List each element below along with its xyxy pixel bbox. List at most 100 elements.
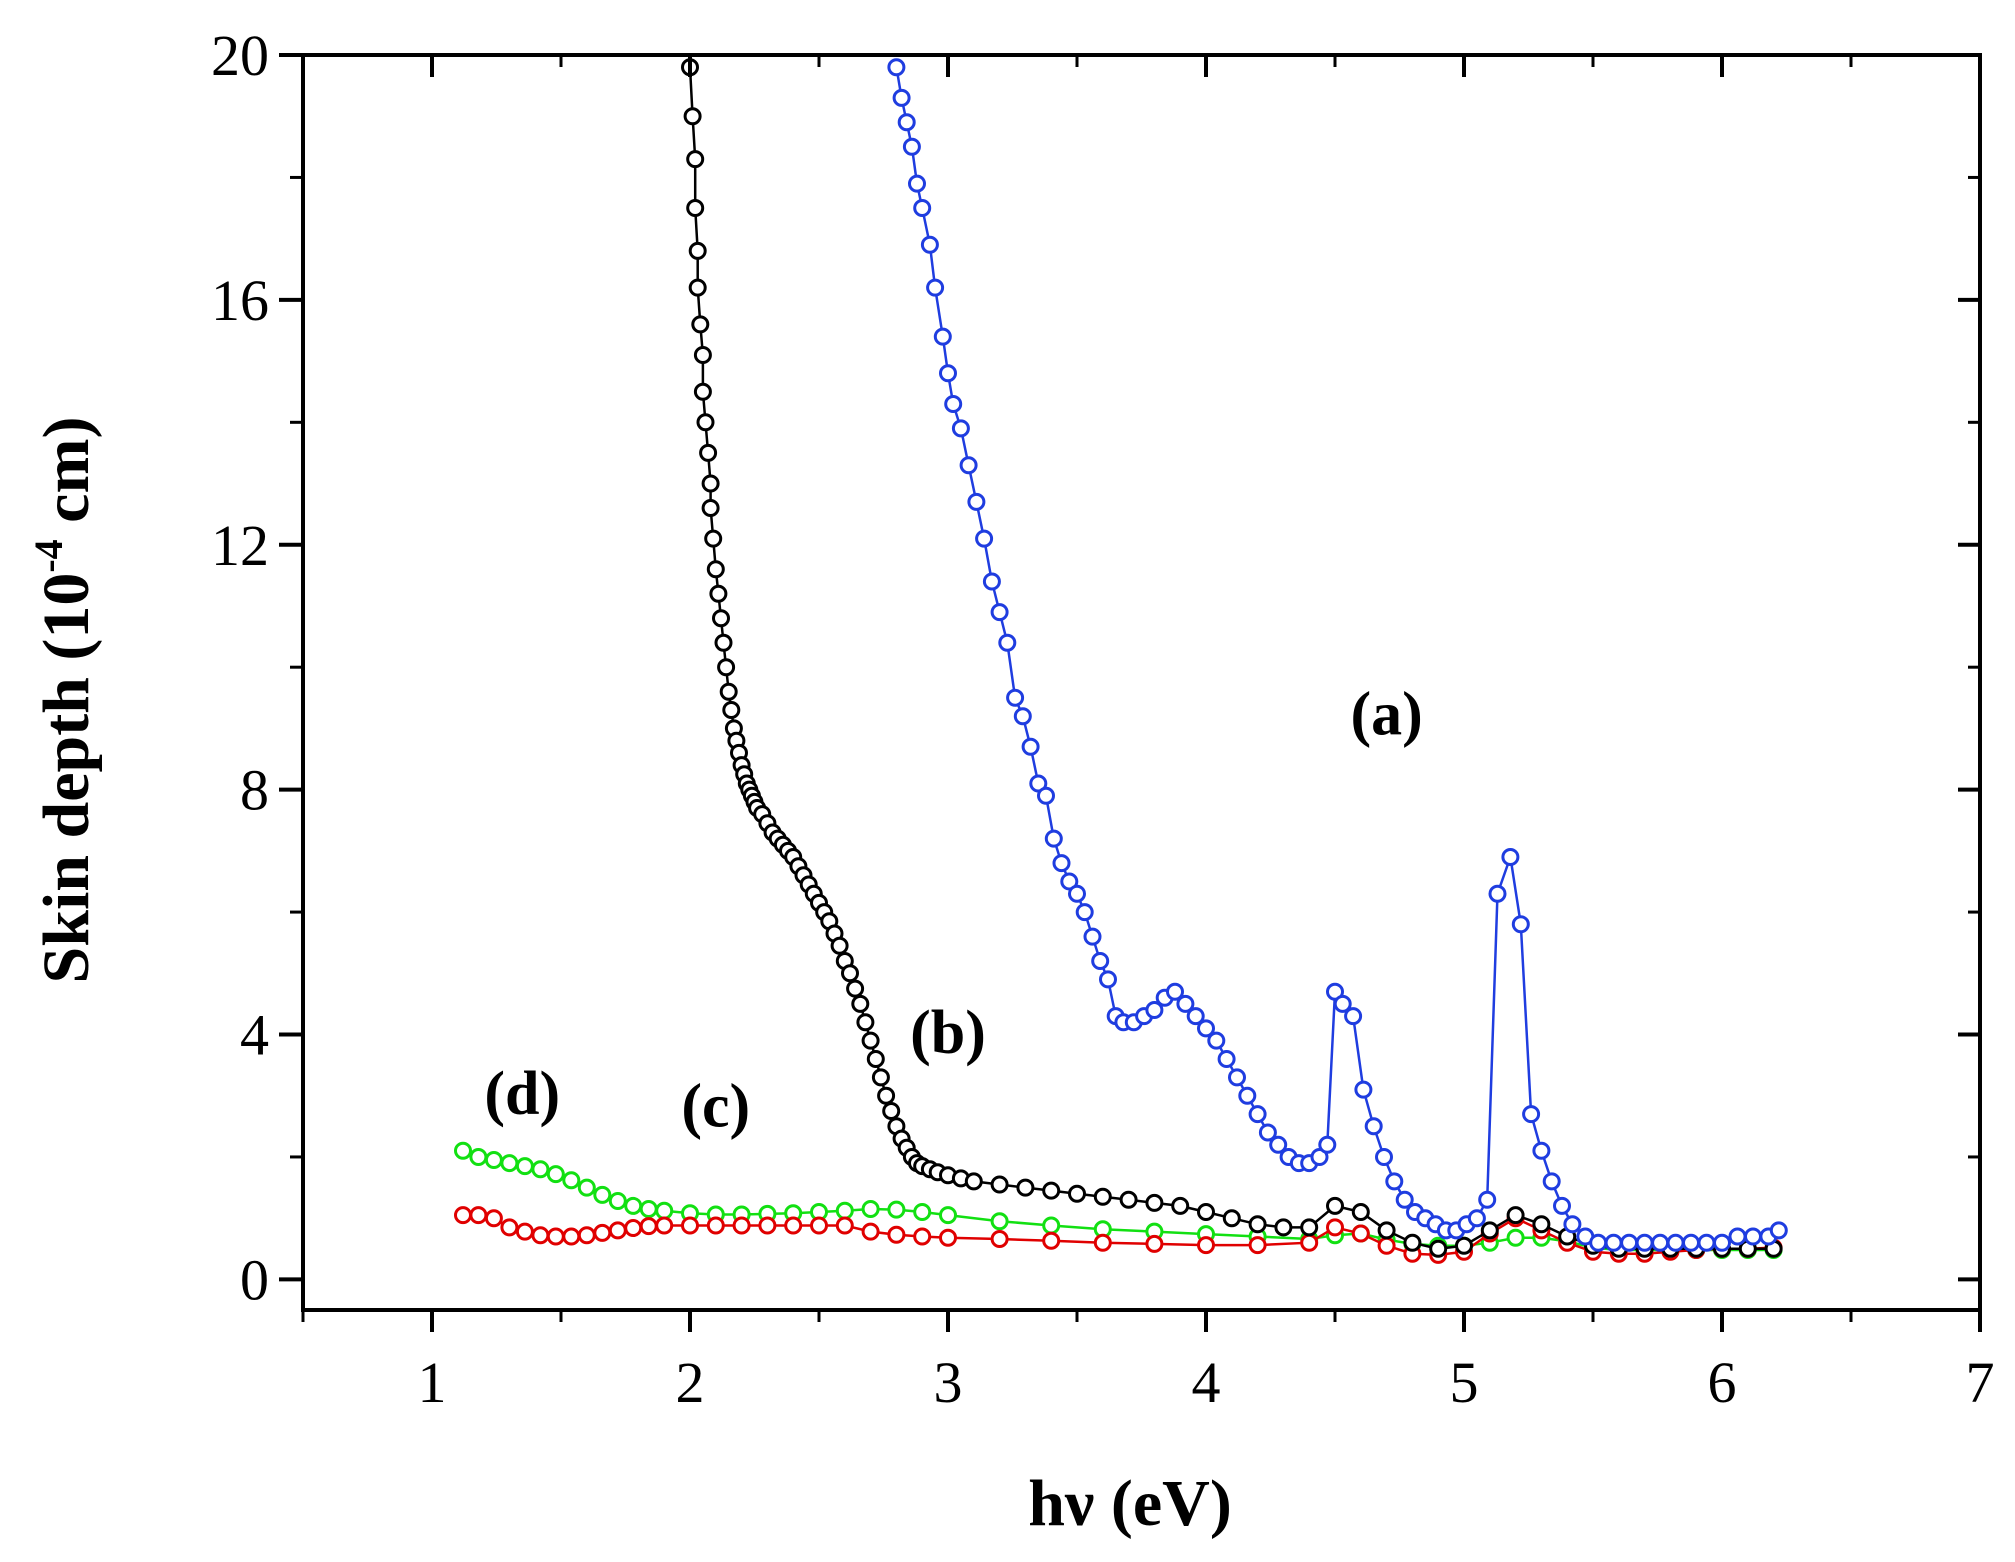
data-point — [1269, 1135, 1288, 1154]
data-point — [758, 1216, 777, 1235]
data-point — [1377, 1236, 1396, 1255]
x-tick-label: 5 — [1450, 1350, 1479, 1415]
data-point — [624, 1219, 643, 1237]
data-point — [546, 1227, 565, 1246]
data-point — [939, 364, 957, 383]
data-point — [1501, 848, 1520, 866]
data-point — [1176, 994, 1195, 1013]
data-point — [1310, 1148, 1329, 1166]
data-point — [1217, 1050, 1236, 1068]
data-point — [1093, 1187, 1112, 1206]
data-point — [1197, 1203, 1215, 1221]
data-point — [1563, 1215, 1582, 1234]
data-point — [1093, 1233, 1112, 1252]
data-point — [1375, 1148, 1393, 1166]
data-point — [562, 1227, 581, 1246]
x-tick-label: 6 — [1708, 1350, 1737, 1415]
data-point — [1075, 903, 1094, 922]
data-point — [908, 174, 926, 193]
data-point — [1318, 1135, 1337, 1154]
data-point — [861, 1031, 880, 1050]
data-point — [1042, 1181, 1061, 1200]
data-point — [1042, 1216, 1061, 1235]
data-point — [887, 1200, 906, 1219]
data-point — [577, 1178, 596, 1197]
data-point — [887, 58, 906, 77]
data-point — [1478, 1190, 1497, 1209]
data-point — [1021, 737, 1040, 756]
series-label: (b) — [910, 999, 986, 1067]
x-tick-label: 1 — [418, 1350, 447, 1415]
data-point — [1635, 1233, 1654, 1252]
data-point — [835, 1216, 854, 1235]
data-point — [709, 584, 728, 603]
data-point — [639, 1217, 658, 1236]
data-point — [1145, 1001, 1164, 1019]
data-point — [975, 529, 994, 548]
data-point — [1186, 1007, 1205, 1026]
data-point — [688, 241, 707, 260]
data-point — [1171, 1196, 1190, 1215]
data-point — [1013, 707, 1032, 726]
data-point — [1228, 1068, 1246, 1087]
data-point — [897, 113, 916, 132]
data-point — [1429, 1239, 1448, 1258]
data-point — [1222, 1209, 1241, 1228]
data-point — [851, 994, 870, 1013]
data-point — [688, 278, 707, 297]
data-point — [693, 346, 712, 364]
data-point — [784, 1216, 803, 1235]
data-point — [515, 1222, 534, 1241]
data-point — [1083, 927, 1102, 946]
data-point — [593, 1185, 612, 1204]
data-point — [624, 1196, 643, 1215]
data-point — [1351, 1224, 1370, 1243]
data-point — [1344, 1007, 1363, 1026]
data-point — [1068, 884, 1086, 903]
data-point — [1385, 1172, 1404, 1191]
series-2 — [454, 1206, 1783, 1264]
data-point — [830, 936, 849, 955]
data-point — [500, 1218, 519, 1237]
data-point — [1068, 1184, 1086, 1203]
y-tick-label: 8 — [240, 758, 269, 823]
data-point — [1037, 786, 1055, 805]
data-point — [861, 1200, 880, 1218]
data-point — [861, 1222, 880, 1241]
data-point — [699, 443, 718, 462]
data-point — [967, 492, 986, 511]
data-point — [1044, 829, 1063, 848]
data-point — [704, 529, 723, 548]
data-point — [691, 315, 710, 334]
data-point — [990, 1212, 1009, 1231]
data-point — [1099, 970, 1117, 989]
data-point — [939, 1228, 957, 1247]
series-label: (d) — [484, 1060, 560, 1128]
data-point — [1016, 1178, 1035, 1197]
data-point — [1248, 1105, 1267, 1124]
data-point — [722, 701, 741, 719]
data-point — [593, 1223, 612, 1242]
data-point — [1029, 774, 1048, 793]
data-point — [714, 633, 733, 652]
data-point — [964, 1172, 983, 1191]
y-axis-title-exponent: -4 — [26, 539, 71, 572]
data-point — [531, 1160, 550, 1179]
data-point — [1522, 1105, 1541, 1124]
data-point — [608, 1192, 627, 1210]
data-point — [1060, 872, 1079, 891]
data-point — [939, 1206, 957, 1225]
y-tick-label: 0 — [240, 1247, 269, 1312]
data-point — [846, 979, 865, 998]
data-point — [469, 1148, 488, 1166]
y-tick-label: 20 — [211, 23, 269, 88]
data-point — [926, 278, 945, 297]
data-point — [913, 1203, 932, 1221]
data-point — [1351, 1203, 1370, 1221]
x-tick-label: 4 — [1192, 1350, 1221, 1415]
data-point — [484, 1151, 503, 1169]
data-point — [719, 682, 738, 701]
data-point — [1207, 1031, 1226, 1050]
data-point — [1145, 1234, 1164, 1253]
